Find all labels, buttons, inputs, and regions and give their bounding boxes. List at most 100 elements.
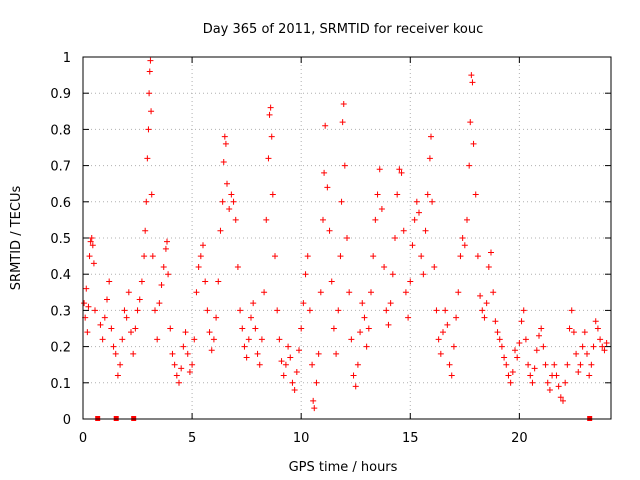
data-point	[84, 329, 91, 336]
data-point	[529, 379, 536, 386]
data-point	[557, 394, 564, 401]
data-point	[237, 307, 244, 314]
data-point	[81, 300, 88, 307]
data-point	[468, 72, 475, 79]
data-point	[230, 198, 237, 205]
data-point	[518, 318, 525, 325]
data-point	[564, 361, 571, 368]
axis-ticks	[82, 56, 611, 420]
data-point	[298, 325, 305, 332]
data-point	[488, 249, 494, 256]
data-point	[176, 379, 182, 386]
data-point	[584, 350, 590, 357]
data-point	[291, 387, 298, 394]
data-point	[112, 350, 119, 357]
data-point	[148, 108, 155, 115]
data-point	[588, 361, 595, 368]
data-point	[383, 307, 390, 314]
data-point	[520, 307, 527, 314]
data-point	[117, 361, 124, 368]
data-point	[101, 314, 108, 321]
data-point	[254, 350, 261, 357]
data-point	[542, 361, 549, 368]
data-point	[376, 166, 383, 173]
data-point	[601, 347, 608, 354]
data-point	[340, 101, 347, 108]
data-point	[152, 307, 158, 314]
data-point	[274, 307, 281, 314]
data-point	[437, 350, 444, 357]
data-point	[527, 372, 534, 379]
y-tick-label: 0.2	[50, 341, 71, 356]
data-point	[498, 343, 505, 350]
data-point	[416, 209, 422, 216]
data-point	[302, 271, 309, 278]
data-point	[130, 350, 137, 357]
data-point	[110, 343, 117, 350]
data-point	[365, 325, 372, 332]
data-point	[324, 184, 331, 191]
data-point	[104, 296, 110, 303]
data-point	[344, 235, 350, 241]
data-point	[92, 307, 98, 314]
data-point	[287, 354, 294, 361]
x-tick-label: 5	[188, 431, 196, 446]
data-point	[394, 191, 401, 198]
data-point	[450, 343, 457, 350]
data-point	[206, 329, 213, 336]
data-point	[496, 336, 503, 343]
data-point	[182, 329, 189, 336]
data-point	[195, 263, 202, 270]
y-tick-label: 0.4	[50, 268, 71, 283]
data-point	[459, 235, 466, 241]
data-point	[348, 336, 355, 343]
data-point	[154, 336, 161, 343]
data-points	[81, 57, 610, 412]
data-point	[485, 263, 492, 270]
data-point	[333, 350, 340, 357]
data-point	[352, 383, 359, 390]
y-tick-labels: 0 0.1 0.2 0.3 0.4 0.5 0.6 0.7 0.8 0.9 1	[50, 51, 71, 428]
data-point	[222, 140, 229, 147]
data-point	[603, 339, 610, 346]
data-point	[121, 307, 128, 314]
data-point	[516, 339, 523, 346]
data-point	[252, 325, 259, 332]
data-point	[296, 347, 302, 354]
x-tick-labels: 0 5 10 15 20	[79, 431, 528, 446]
data-point	[368, 289, 374, 296]
data-point	[178, 365, 185, 372]
data-point	[285, 343, 292, 350]
data-point	[142, 227, 149, 234]
x-tick-label: 20	[511, 431, 528, 446]
data-point	[592, 318, 599, 325]
data-point	[128, 329, 134, 336]
data-point	[266, 111, 273, 118]
data-point	[461, 242, 468, 249]
data-point	[479, 307, 486, 314]
data-point	[483, 300, 490, 307]
data-point	[433, 307, 440, 314]
data-point	[381, 263, 388, 270]
data-point	[85, 303, 92, 310]
data-point	[354, 361, 361, 368]
data-point	[213, 314, 220, 321]
data-point	[313, 379, 320, 386]
data-point	[420, 271, 427, 278]
data-point	[282, 361, 289, 368]
data-point	[202, 278, 209, 285]
data-point	[293, 368, 300, 375]
data-point	[90, 260, 97, 267]
data-point	[328, 278, 335, 285]
data-point	[338, 198, 345, 205]
data-point	[193, 289, 200, 296]
data-point	[87, 238, 94, 245]
data-point	[269, 191, 276, 198]
data-point	[148, 191, 155, 198]
data-point	[424, 191, 431, 198]
data-point	[568, 307, 575, 314]
data-point	[581, 329, 588, 336]
data-point	[108, 325, 115, 332]
data-point	[219, 198, 226, 205]
data-point	[469, 79, 476, 86]
